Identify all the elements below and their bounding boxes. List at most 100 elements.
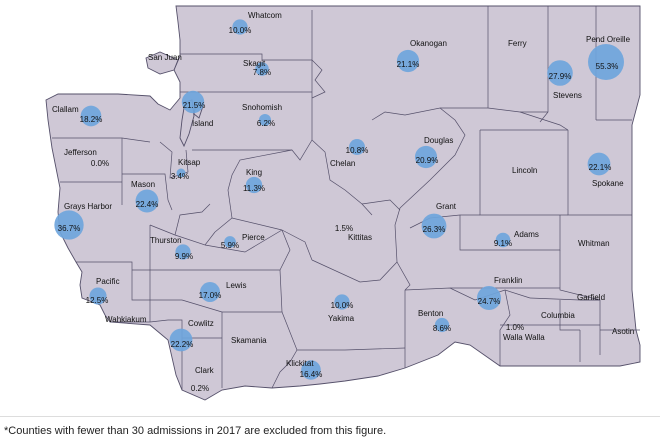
bubble-benton: [434, 317, 450, 333]
bubble-pacific: [89, 287, 107, 305]
county-value-island: 21.5%: [183, 101, 206, 110]
county-name-pacific: Pacific: [96, 277, 120, 286]
county-border: [281, 229, 313, 261]
county-name-pend-oreille: Pend Oreille: [586, 35, 631, 44]
county-name-king: King: [246, 168, 262, 177]
county-border: [181, 299, 223, 313]
county-border: [409, 214, 480, 229]
county-name-stevens: Stevens: [553, 91, 582, 100]
county-name-clallam: Clallam: [52, 105, 79, 114]
county-value-thurston: 9.9%: [175, 252, 193, 261]
county-value-mason: 22.4%: [136, 200, 159, 209]
county-border: [499, 289, 511, 366]
county-value-skagit: 7.8%: [253, 68, 271, 77]
county-value-franklin: 24.7%: [478, 297, 501, 306]
county-name-columbia: Columbia: [541, 311, 575, 320]
bubble-grays-harbor: [54, 210, 84, 240]
county-border: [279, 229, 291, 271]
bubble-thurston: [175, 244, 191, 260]
county-name-walla-walla: Walla Walla: [503, 333, 545, 342]
county-value-kittitas: 1.5%: [335, 224, 353, 233]
county-value-benton: 8.6%: [433, 324, 451, 333]
footnote: *Counties with fewer than 30 admissions …: [4, 425, 387, 437]
county-border: [192, 139, 313, 161]
county-border: [519, 111, 569, 131]
county-value-adams: 9.1%: [494, 239, 512, 248]
county-border: [371, 107, 466, 209]
bubble-cowlitz: [169, 328, 193, 352]
county-name-skagit: Skagit: [243, 59, 266, 68]
bubble-pend-oreille: [588, 44, 624, 80]
footnote-divider: [0, 416, 660, 417]
county-value-walla-walla: 1.0%: [506, 323, 524, 332]
bubble-clallam: [80, 105, 102, 127]
bubble-okanogan: [396, 49, 420, 73]
county-value-grant: 26.3%: [423, 225, 446, 234]
county-border: [122, 173, 173, 211]
bubble-yakima: [334, 294, 350, 310]
county-name-klickitat: Klickitat: [286, 359, 314, 368]
county-name-cowlitz: Cowlitz: [188, 319, 214, 328]
county-border: [559, 300, 580, 331]
county-value-spokane: 22.1%: [589, 163, 612, 172]
county-name-adams: Adams: [514, 230, 539, 239]
county-value-grays-harbor: 36.7%: [58, 224, 81, 233]
county-value-kitsap: 3.4%: [171, 172, 189, 181]
county-border: [311, 259, 398, 283]
county-name-lincoln: Lincoln: [512, 166, 537, 175]
county-name-okanogan: Okanogan: [410, 39, 447, 48]
county-name-mason: Mason: [131, 180, 155, 189]
county-name-chelan: Chelan: [330, 159, 355, 168]
county-name-wahkiakum: Wahkiakum: [105, 315, 147, 324]
county-name-garfield: Garfield: [577, 293, 605, 302]
bubble-stevens: [547, 60, 573, 86]
county-value-snohomish: 6.2%: [257, 119, 275, 128]
bubble-lewis: [200, 282, 220, 302]
county-border: [361, 199, 401, 211]
bubble-franklin: [476, 285, 502, 311]
county-border: [311, 139, 373, 216]
county-border: [271, 349, 298, 389]
county-border: [394, 207, 401, 263]
bubble-king: [245, 176, 263, 194]
bubble-spokane: [587, 152, 611, 176]
bubble-island: [181, 90, 205, 114]
county-value-stevens: 27.9%: [549, 72, 572, 81]
county-border: [459, 215, 561, 251]
county-border: [159, 141, 189, 179]
county-name-jefferson: Jefferson: [64, 148, 97, 157]
county-border: [396, 261, 411, 291]
county-value-douglas: 20.9%: [416, 156, 439, 165]
bubble-klickitat: [301, 360, 321, 380]
county-value-chelan: 10.8%: [346, 146, 369, 155]
county-value-lewis: 17.0%: [199, 291, 222, 300]
bubble-whatcom: [232, 19, 248, 35]
county-border: [149, 319, 169, 323]
county-name-whatcom: Whatcom: [248, 11, 282, 20]
county-value-okanogan: 21.1%: [397, 60, 420, 69]
county-border: [559, 250, 601, 301]
county-border: [168, 319, 183, 390]
county-value-clark: 0.2%: [191, 384, 209, 393]
county-value-yakima: 10.0%: [331, 301, 354, 310]
bubble-adams: [495, 232, 511, 248]
county-border: [311, 59, 326, 99]
county-value-jefferson: 0.0%: [91, 159, 109, 168]
county-name-spokane: Spokane: [592, 179, 624, 188]
bubble-snohomish: [258, 113, 272, 127]
county-name-kitsap: Kitsap: [178, 158, 201, 167]
county-name-skamania: Skamania: [231, 336, 267, 345]
county-name-ferry: Ferry: [508, 39, 527, 48]
county-value-pacific: 12.5%: [86, 296, 109, 305]
county-name-kittitas: Kittitas: [348, 233, 372, 242]
county-border: [227, 149, 293, 219]
county-border: [440, 107, 548, 113]
county-border: [180, 53, 312, 61]
bubble-grant: [421, 213, 447, 239]
county-name-asotin: Asotin: [612, 327, 634, 336]
county-name-thurston: Thurston: [150, 236, 182, 245]
county-name-grant: Grant: [436, 202, 457, 211]
bubble-pierce: [224, 236, 236, 248]
